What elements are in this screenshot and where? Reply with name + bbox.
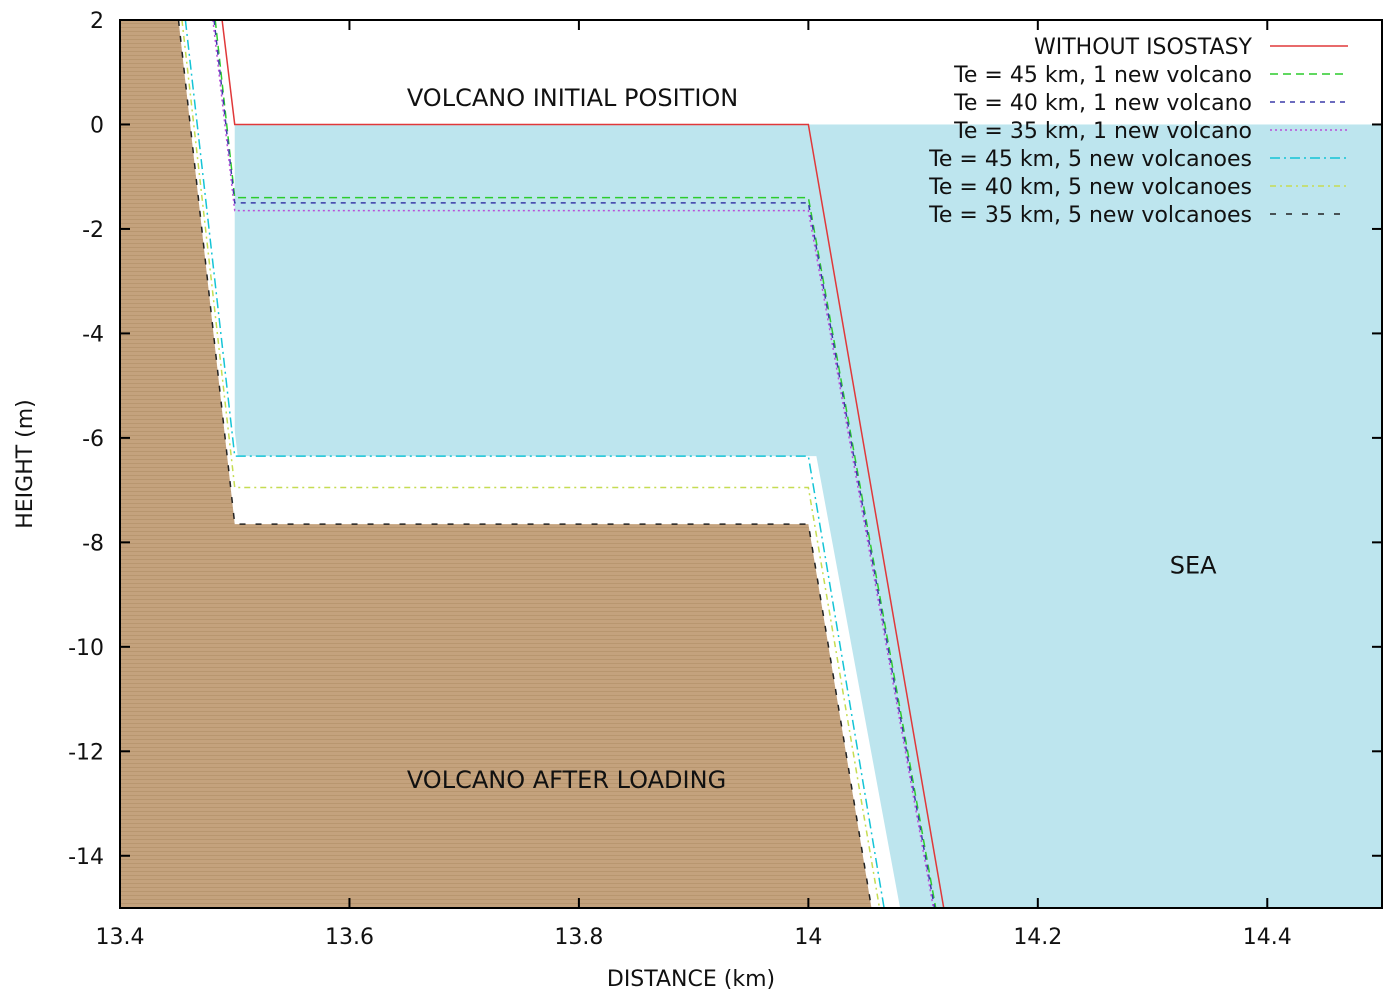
x-tick-label: 13.8 <box>554 925 603 950</box>
legend-label-1: Te = 45 km, 1 new volcano <box>953 63 1252 88</box>
series-line-2 <box>213 20 936 908</box>
y-tick-label: 0 <box>90 113 104 138</box>
axis-ticks <box>119 19 1382 908</box>
legend-label-0: WITHOUT ISOSTASY <box>1034 35 1253 60</box>
annotation-sea: SEA <box>1170 552 1217 580</box>
series-line-3 <box>212 20 935 908</box>
legend-label-6: Te = 35 km, 5 new volcanoes <box>928 203 1252 228</box>
legend-label-4: Te = 45 km, 5 new volcanoes <box>928 147 1252 172</box>
x-axis-title: DISTANCE (km) <box>607 967 775 992</box>
x-tick-label: 14.4 <box>1243 925 1292 950</box>
y-tick-label: -10 <box>68 636 104 661</box>
y-tick-label: -4 <box>82 322 104 347</box>
series-line-4 <box>184 20 885 908</box>
y-tick-label: 2 <box>90 9 104 34</box>
legend: WITHOUT ISOSTASY Te = 45 km, 1 new volcan… <box>928 35 1348 228</box>
y-tick-label: -14 <box>68 845 104 870</box>
x-tick-label: 14.2 <box>1013 925 1062 950</box>
volcano-region <box>120 20 872 908</box>
annotation-volcano-after-loading: VOLCANO AFTER LOADING <box>407 766 726 794</box>
y-tick-label: -2 <box>82 218 104 243</box>
series-line-5 <box>181 20 881 908</box>
y-tick-label: -8 <box>82 531 104 556</box>
x-tick-label: 14 <box>794 925 822 950</box>
axis-tick-labels: 13.4 13.6 13.8 14 14.2 14.4 2 0 -2 -4 -6 -8 -10 -12 -1… <box>68 9 1292 950</box>
series-line-0 <box>221 20 945 908</box>
annotation-volcano-initial-position: VOLCANO INITIAL POSITION <box>407 84 738 112</box>
y-axis-title: HEIGHT (m) <box>13 399 38 529</box>
plot-area <box>120 20 1382 908</box>
y-tick-label: -6 <box>82 427 104 452</box>
plot-frame <box>119 19 1383 909</box>
legend-label-3: Te = 35 km, 1 new volcano <box>953 119 1252 144</box>
x-tick-label: 13.6 <box>325 925 374 950</box>
series-lines <box>177 20 945 908</box>
y-tick-label: -12 <box>68 740 104 765</box>
x-tick-label: 13.4 <box>96 925 145 950</box>
legend-label-2: Te = 40 km, 1 new volcano <box>953 91 1252 116</box>
legend-label-5: Te = 40 km, 5 new volcanoes <box>928 175 1252 200</box>
chart-annotations: VOLCANO INITIAL POSITION SEA VOLCANO AFT… <box>407 84 1217 794</box>
